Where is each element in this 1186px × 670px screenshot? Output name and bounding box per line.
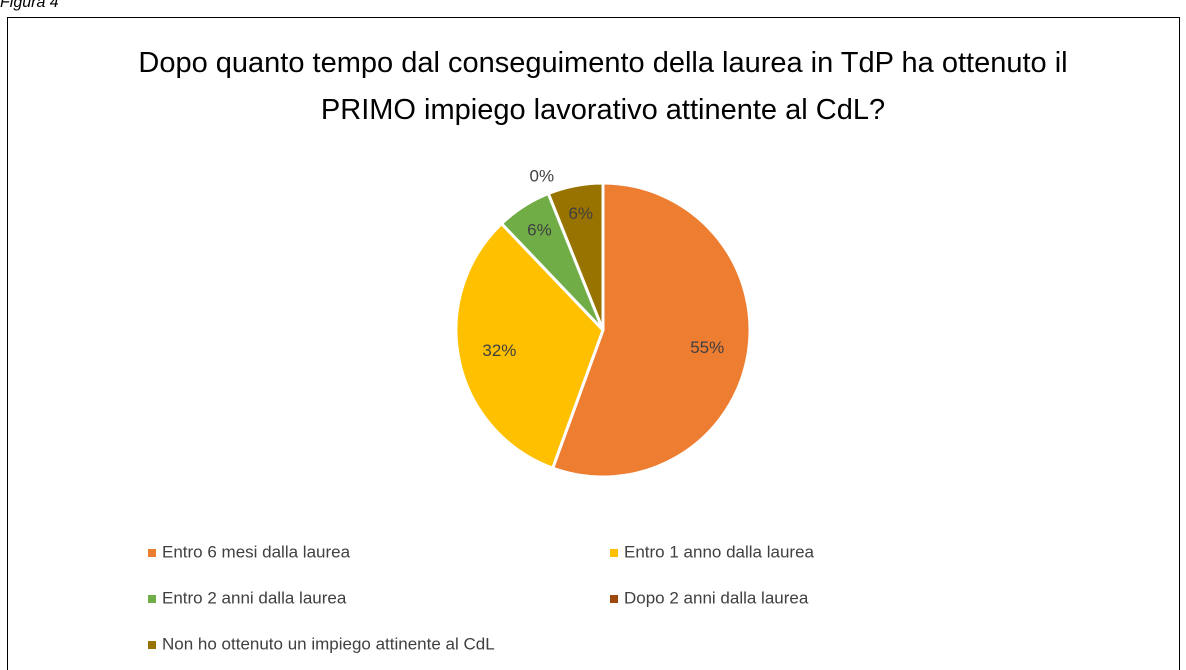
- data-label: 6%: [568, 204, 593, 223]
- legend-swatch: [610, 549, 618, 557]
- legend-swatch: [148, 641, 156, 649]
- pie-slice: [454, 221, 605, 471]
- legend-swatch: [148, 549, 156, 557]
- chart-title: Dopo quanto tempo dal conseguimento dell…: [138, 47, 1068, 126]
- data-label: 55%: [690, 338, 724, 357]
- caption: Figura 4: [0, 0, 59, 11]
- legend-label: Entro 2 anni dalla laurea: [162, 588, 347, 607]
- data-label: 6%: [527, 221, 552, 240]
- data-label: 0%: [530, 167, 555, 186]
- legend-label: Non ho ottenuto un impiego attinente al …: [162, 634, 495, 653]
- data-label: 32%: [482, 341, 516, 360]
- pie-slice: [550, 181, 752, 479]
- legend-swatch: [148, 595, 156, 603]
- pie-slice: [546, 181, 605, 331]
- legend-label: Dopo 2 anni dalla laurea: [624, 588, 809, 607]
- legend-label: Entro 1 anno dalla laurea: [624, 542, 815, 561]
- legend-label: Entro 6 mesi dalla laurea: [162, 542, 351, 561]
- legend-swatch: [610, 595, 618, 603]
